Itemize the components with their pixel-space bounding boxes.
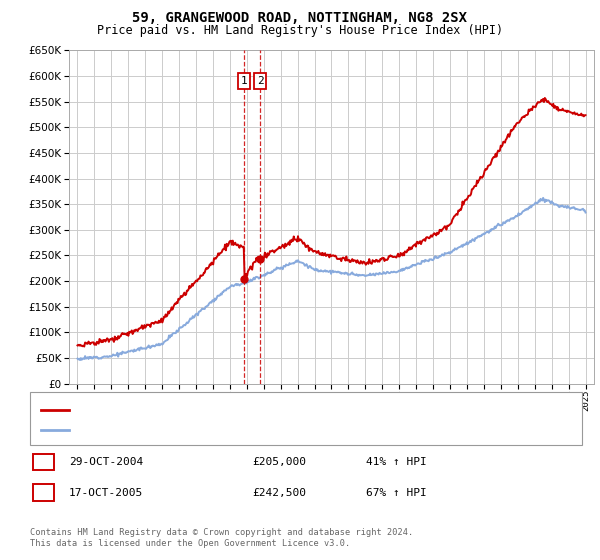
Text: Contains HM Land Registry data © Crown copyright and database right 2024.
This d: Contains HM Land Registry data © Crown c… <box>30 528 413 548</box>
Text: 29-OCT-2004: 29-OCT-2004 <box>69 457 143 467</box>
Text: 1: 1 <box>241 76 247 86</box>
Text: 59, GRANGEWOOD ROAD, NOTTINGHAM, NG8 2SX: 59, GRANGEWOOD ROAD, NOTTINGHAM, NG8 2SX <box>133 11 467 25</box>
Text: 59, GRANGEWOOD ROAD, NOTTINGHAM, NG8 2SX (detached house): 59, GRANGEWOOD ROAD, NOTTINGHAM, NG8 2SX… <box>75 405 417 415</box>
Text: £205,000: £205,000 <box>252 457 306 467</box>
Text: 17-OCT-2005: 17-OCT-2005 <box>69 488 143 498</box>
Text: 67% ↑ HPI: 67% ↑ HPI <box>366 488 427 498</box>
Text: 2: 2 <box>40 486 47 500</box>
Text: £242,500: £242,500 <box>252 488 306 498</box>
Text: Price paid vs. HM Land Registry's House Price Index (HPI): Price paid vs. HM Land Registry's House … <box>97 24 503 36</box>
Text: 2: 2 <box>257 76 263 86</box>
Text: 41% ↑ HPI: 41% ↑ HPI <box>366 457 427 467</box>
Text: HPI: Average price, detached house, City of Nottingham: HPI: Average price, detached house, City… <box>75 425 399 435</box>
Text: 1: 1 <box>40 455 47 469</box>
